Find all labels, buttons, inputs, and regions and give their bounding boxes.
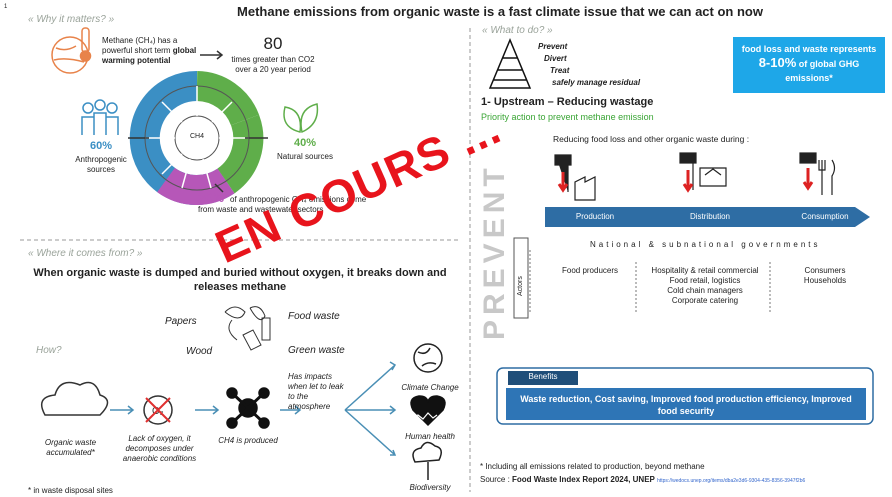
benefits-label: Benefits (528, 372, 558, 381)
how: How? (36, 345, 62, 356)
link[interactable]: https://wedocs.unep.org/items/dba2e3d6-9… (657, 478, 806, 484)
impact: Climate Change (401, 383, 459, 392)
subtitle: 1- Upstream – Reducing wastage (481, 96, 654, 108)
actor: Cold chain managers (667, 286, 743, 295)
governments: National & subnational governments (590, 240, 821, 249)
text: Reducing food loss and other organic was… (553, 134, 750, 144)
hierarchy: Divert (544, 54, 567, 63)
impact: Human health (405, 432, 455, 441)
stage: Production (575, 212, 615, 221)
hierarchy: safely manage residual (552, 78, 641, 87)
caption: times greater than CO2 over a 20 year pe… (231, 55, 315, 74)
priority: Priority action to prevent methane emiss… (481, 112, 654, 122)
actor: Consumers (804, 266, 846, 275)
percent: 20% (198, 190, 225, 205)
big-number: 80 (263, 34, 283, 53)
statement: When organic waste is dumped and buried … (33, 267, 447, 293)
text-bold: global warming potential (102, 46, 197, 65)
hierarchy: Treat (550, 66, 570, 75)
source: Food waste (288, 311, 340, 322)
section-heading: « Where it comes from? » (28, 248, 143, 259)
stage: Consumption (801, 212, 849, 221)
section-heading: « What to do? » (482, 25, 553, 36)
step: Has impacts when let to leak to the atmo… (288, 372, 344, 411)
footnote: * Including all emissions related to pro… (480, 462, 705, 471)
methane-text: Methane (CH₄) has a powerful short term … (102, 36, 202, 66)
percent: 40% (293, 137, 317, 149)
caption: of anthropogenic CH₄ emissions come from… (198, 195, 367, 214)
actor: Corporate catering (671, 296, 739, 305)
footnote: * in waste disposal sites (28, 486, 113, 495)
stage: Distribution (689, 212, 730, 221)
benefits: Waste reduction, Cost saving, Improved f… (520, 394, 852, 416)
label: Natural sources (276, 152, 334, 161)
text: food loss and waste represents (741, 44, 877, 54)
percent: 8-10% (758, 55, 797, 70)
source: Papers (165, 316, 197, 327)
step: CH4 is produced (218, 436, 278, 445)
page-number: 1 (4, 4, 8, 10)
source: Green waste (288, 345, 345, 356)
section-heading: « Why it matters? » (28, 14, 115, 25)
decor: O₂ (20, 27, 885, 492)
step: Organic waste accumulated* (44, 438, 97, 457)
actor: Hospitality & retail commercial (651, 266, 759, 275)
prevent-label: PREVENT (478, 163, 511, 340)
percent: 60% (89, 140, 113, 152)
source: Source : Food Waste Index Report 2024, U… (480, 475, 805, 486)
ghg-box: food loss and waste represents 8-10% of … (736, 42, 882, 85)
title: Methane emissions from organic waste is … (237, 4, 763, 19)
actor: Food producers (561, 266, 619, 275)
actors-label: Actors (517, 276, 524, 296)
step: Lack of oxygen, it decomposes under anae… (122, 434, 197, 463)
text: of global GHG emissions* (785, 59, 860, 83)
text: Methane (CH₄) has a powerful short term (102, 36, 178, 55)
actor: Food retail, logistics (669, 276, 741, 285)
text-bold: Food Waste Index Report 2024, UNEP (512, 475, 655, 484)
actor: Households (803, 276, 847, 285)
source: Wood (186, 346, 213, 357)
donut-center: CH4 (189, 133, 204, 140)
label: Anthropogenic sources (75, 155, 127, 174)
impact: Biodiversity (409, 483, 451, 492)
hierarchy: Prevent (538, 42, 568, 51)
text: Source : (480, 475, 513, 484)
